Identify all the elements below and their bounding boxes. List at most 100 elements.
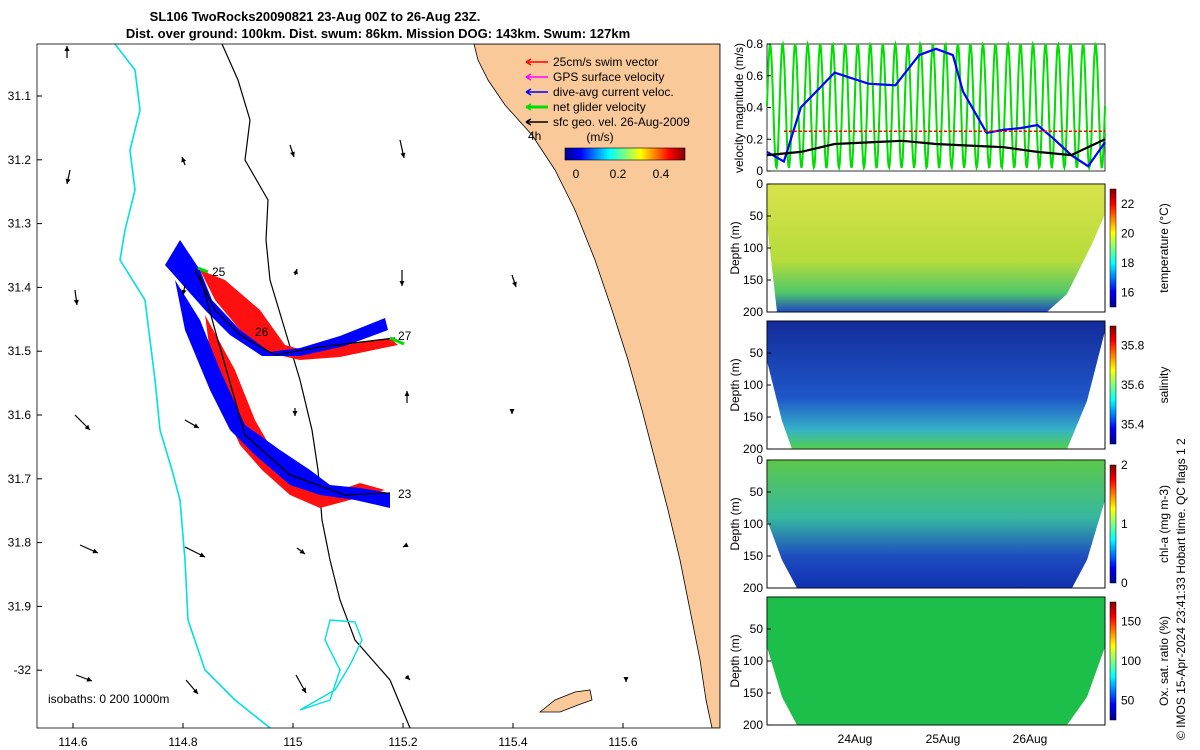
day-label-23: 23 [398, 487, 412, 501]
section-cb-tick: 16 [1121, 285, 1135, 299]
velocity-y-ticks: 0 0.2 0.4 0.6 0.8 [746, 37, 771, 178]
map-y-tick-label: 31.2 [8, 153, 32, 167]
section-y-tick-label: 50 [750, 622, 764, 636]
geo-arrowhead [404, 391, 410, 396]
geo-arrowhead [623, 677, 629, 682]
velocity-plot [766, 40, 1106, 172]
legend-label: dive-avg current veloc. [553, 85, 674, 99]
colorbar-title: (m/s) [586, 130, 613, 144]
section-ylabel: Depth (m) [728, 634, 742, 687]
section-y-tick-label: 100 [743, 378, 763, 392]
series-line-0 [766, 47, 1106, 168]
net-velocity-arrow [389, 336, 405, 346]
geo-arrowhead [299, 549, 305, 554]
map-y-tick-label: 31.8 [8, 536, 32, 550]
legend-arrowhead [525, 58, 532, 66]
geo-arrowhead [193, 423, 199, 428]
map-y-tick-label: 31.1 [8, 89, 32, 103]
section-cb-tick: 35.8 [1121, 339, 1145, 353]
geo-arrowhead [84, 424, 90, 430]
map-x-tick-label: 115.6 [608, 735, 637, 749]
geo-arrowhead [509, 409, 515, 414]
section-y-tick-label: 100 [743, 517, 763, 531]
geo-arrowhead [65, 178, 71, 184]
map-x-tick-label: 114.8 [168, 735, 197, 749]
legend-arrowhead [525, 118, 532, 126]
section-y-tick-label: 100 [743, 654, 763, 668]
section-cb-tick: 0 [1121, 576, 1128, 590]
geo-arrowhead [400, 152, 406, 158]
section-y-tick-label: 200 [743, 581, 763, 595]
map-y-tick-label: 31.9 [8, 599, 32, 613]
velocity-panel: 0 0.2 0.4 0.6 0.8 velocity magnitude (m/s) [732, 37, 1106, 178]
geo-arrowhead [199, 552, 205, 557]
section-y-tick-label: 0 [756, 453, 763, 467]
time-tick-25aug: 25Aug [926, 732, 961, 746]
section-panel-1: 50 100 150 200 Depth (m) 35.4 35.6 35.8 salinity [728, 320, 1171, 456]
geo-arrowhead [290, 151, 295, 157]
map-cb-tick-0: 0 [573, 167, 580, 181]
section-y-tick-label: 0 [756, 177, 763, 191]
map-y-ticks: 31.1 31.2 31.3 31.4 31.5 31.6 31.7 31.8 31.9 -32 [8, 89, 42, 677]
section-colorbar [1109, 601, 1117, 721]
map-x-tick-label: 115 [283, 735, 302, 749]
geo-arrowhead [404, 674, 410, 680]
geo-arrowhead [92, 548, 98, 554]
isobath-loop [299, 619, 363, 711]
section-field [767, 460, 1105, 588]
legend-arrowhead [525, 73, 532, 81]
legend-label: sfc geo. vel. 26-Aug-2009 [553, 115, 690, 129]
map-y-tick-label: 31.3 [8, 217, 32, 231]
section-y-tick-label: 200 [743, 718, 763, 732]
vel-y-tick-label: 0 [756, 164, 763, 178]
section-y-tick-label: 200 [743, 442, 763, 456]
net-velocity-arrow-2 [197, 266, 209, 274]
isobath-1000m [114, 44, 271, 728]
section-y-tick-label: 50 [750, 346, 764, 360]
map-cb-tick-1: 0.2 [610, 167, 627, 181]
section-cb-tick: 150 [1121, 615, 1141, 629]
section-y-tick-label: 200 [743, 305, 763, 319]
series-net-glider-velocity [766, 40, 1106, 172]
section-cb-tick: 35.6 [1121, 378, 1145, 392]
section-colorbar-label: chl-a (mg m-3) [1157, 485, 1171, 563]
map-y-tick-label: 31.7 [8, 472, 32, 486]
geo-arrowhead [292, 411, 298, 416]
legend-label: GPS surface velocity [553, 70, 664, 84]
map-y-tick-label: 31.5 [8, 344, 32, 358]
geo-arrowhead [293, 269, 298, 275]
map-y-tick-label: 31.4 [8, 280, 32, 294]
geo-velocity-arrows [64, 46, 629, 695]
geo-arrowhead [181, 289, 187, 295]
section-panel-0: 0 50 100 150 200 Depth (m) 16 18 20 22 temperature… [728, 177, 1171, 319]
section-colorbar-label: salinity [1157, 367, 1171, 404]
geo-arrowhead [192, 688, 198, 694]
title-line-1: SL106 TwoRocks20090821 23-Aug 00Z to 26-… [150, 9, 481, 24]
map-y-tick-label: 31.6 [8, 408, 32, 422]
day-label-26: 26 [255, 325, 269, 339]
isobath-200m [221, 44, 411, 728]
track-line [194, 269, 396, 496]
map-x-tick-label: 114.6 [58, 735, 87, 749]
section-cb-tick: 100 [1121, 654, 1141, 668]
section-field [767, 321, 1105, 449]
day-label-27: 27 [398, 329, 412, 343]
day-label-25: 25 [212, 265, 226, 279]
section-y-tick-label: 150 [743, 549, 763, 563]
section-field [767, 184, 1105, 312]
section-colorbar [1109, 188, 1117, 308]
section-cb-tick: 1 [1121, 517, 1128, 531]
section-y-tick-label: 50 [750, 485, 764, 499]
title-line-2: Dist. over ground: 100km. Dist. swum: 86… [126, 26, 630, 41]
legend-arrowhead [525, 103, 532, 111]
section-y-tick-label: 100 [743, 241, 763, 255]
geo-arrowhead [181, 157, 187, 163]
geo-arrowhead [64, 46, 70, 51]
section-y-tick-label: 150 [743, 410, 763, 424]
section-cb-tick: 35.4 [1121, 417, 1145, 431]
section-panel-2: 0 50 100 150 200 Depth (m) 0 1 2 chl-a (mg m-3) [728, 453, 1171, 595]
